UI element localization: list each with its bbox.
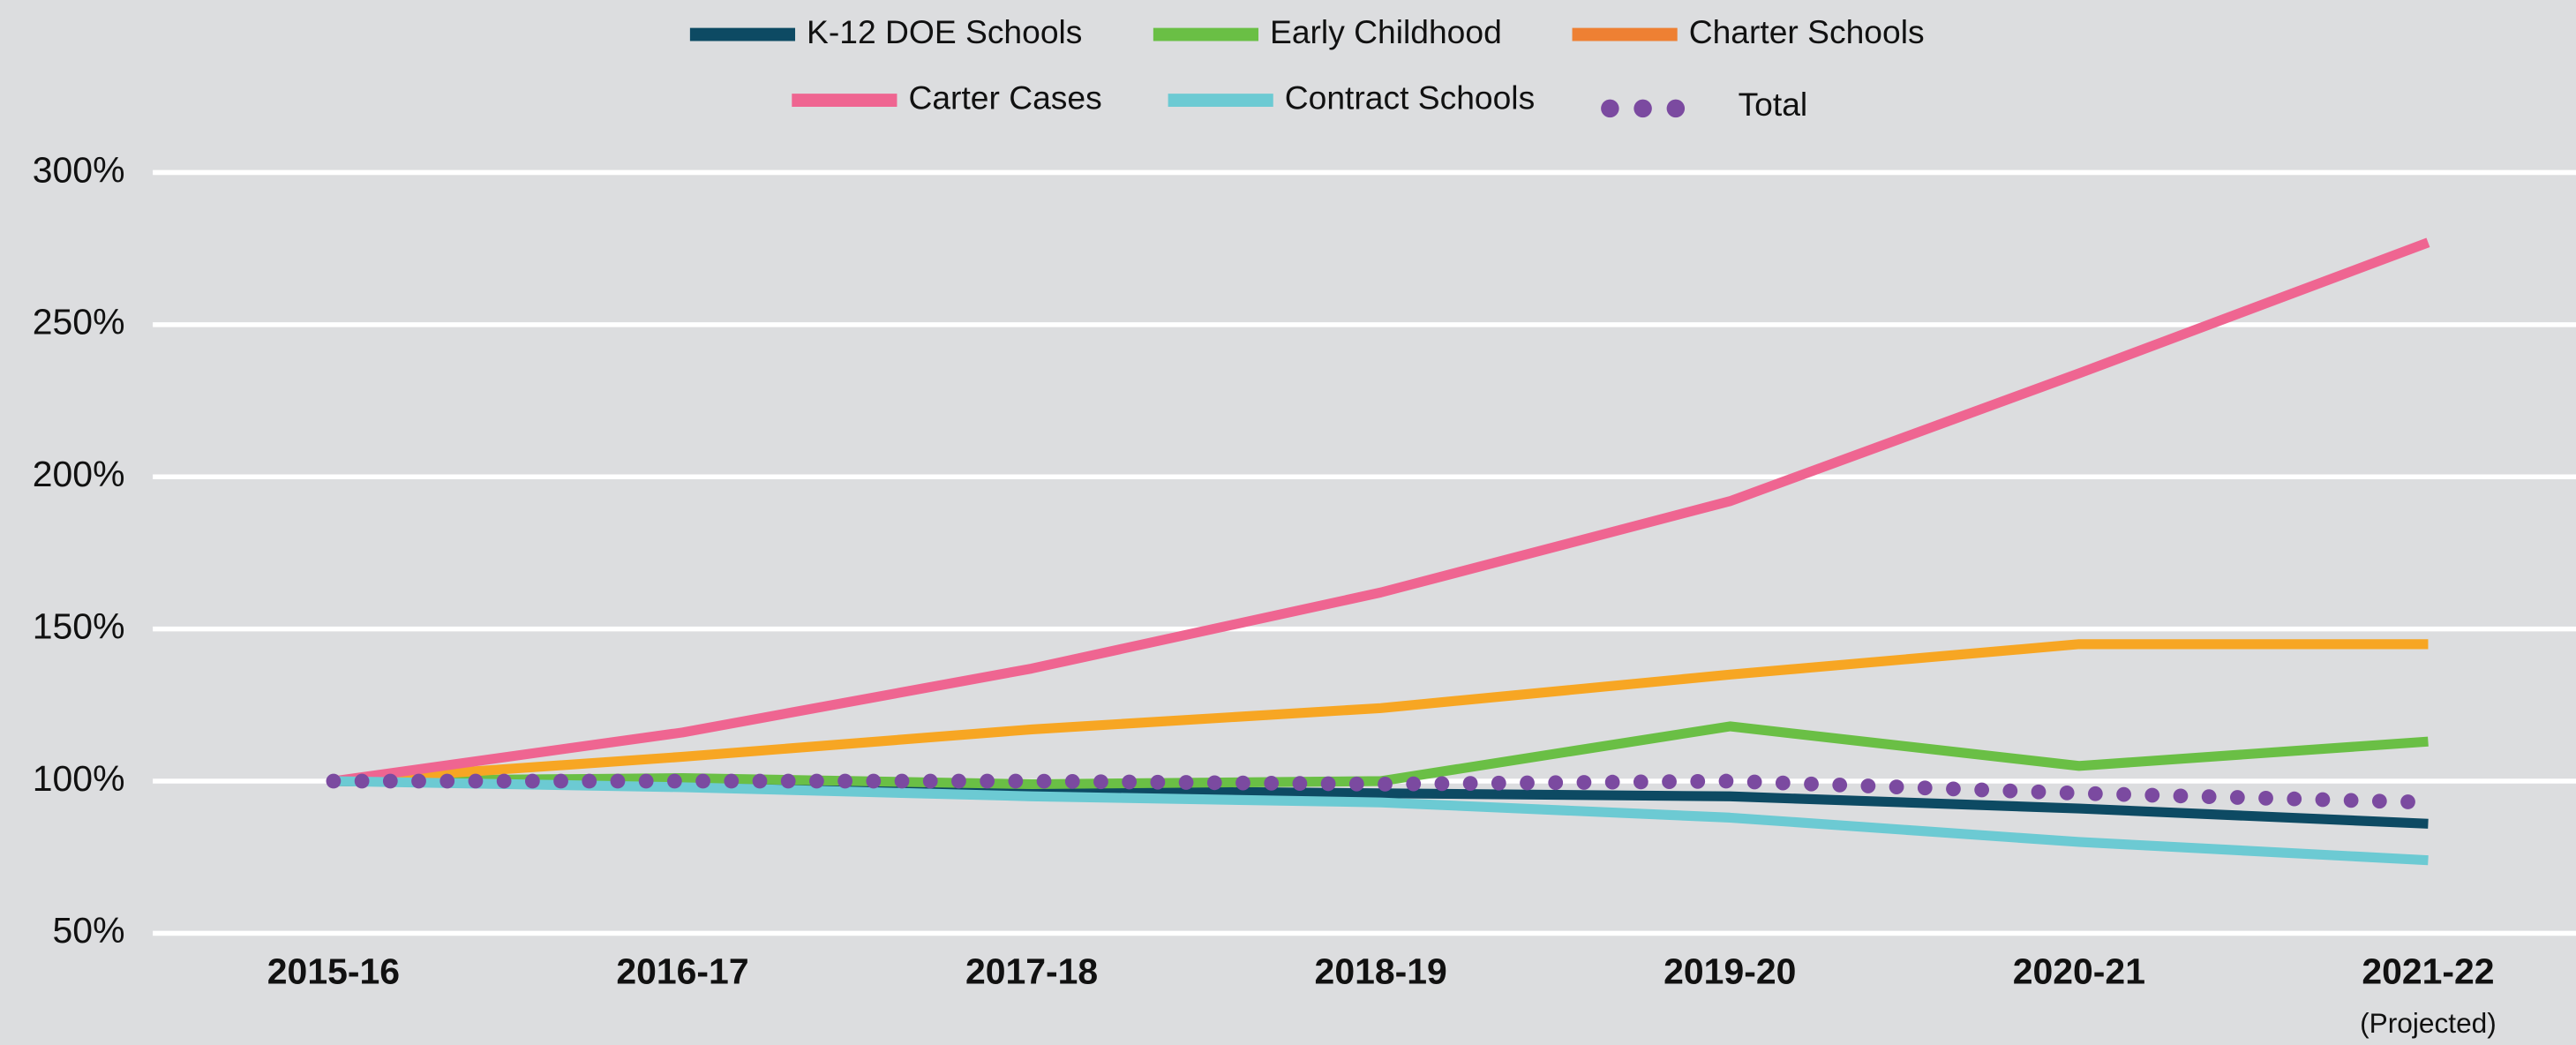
legend-label: Contract Schools: [1285, 79, 1535, 116]
y-tick-label: 150%: [33, 605, 125, 646]
x-tick-label: 2021-22: [2362, 951, 2494, 992]
series-line: [333, 237, 2430, 786]
x-tick-label: 2018-19: [1315, 951, 1447, 992]
y-tick-label: 100%: [33, 758, 125, 799]
legend-label: K-12 DOE Schools: [807, 13, 1082, 50]
y-tick-label: 250%: [33, 302, 125, 342]
total-line: [326, 773, 2436, 810]
legend-label: Early Childhood: [1270, 13, 1502, 50]
x-tick-label: 2020-21: [2013, 951, 2145, 992]
x-tick-label: 2015-16: [267, 951, 400, 992]
series-line: [333, 776, 2429, 866]
x-tick-label: 2016-17: [616, 951, 748, 992]
x-annotation: (Projected): [2360, 1007, 2497, 1039]
x-tick-label: 2017-18: [965, 951, 1098, 992]
legend-label: Total: [1739, 86, 1808, 123]
legend-label: Carter Cases: [908, 79, 1101, 116]
y-tick-label: 300%: [33, 149, 125, 190]
legend-label: Charter Schools: [1689, 13, 1925, 50]
x-tick-label: 2019-20: [1664, 951, 1796, 992]
series-line: [333, 639, 2429, 786]
y-tick-label: 50%: [53, 910, 125, 951]
y-tick-label: 200%: [33, 454, 125, 494]
